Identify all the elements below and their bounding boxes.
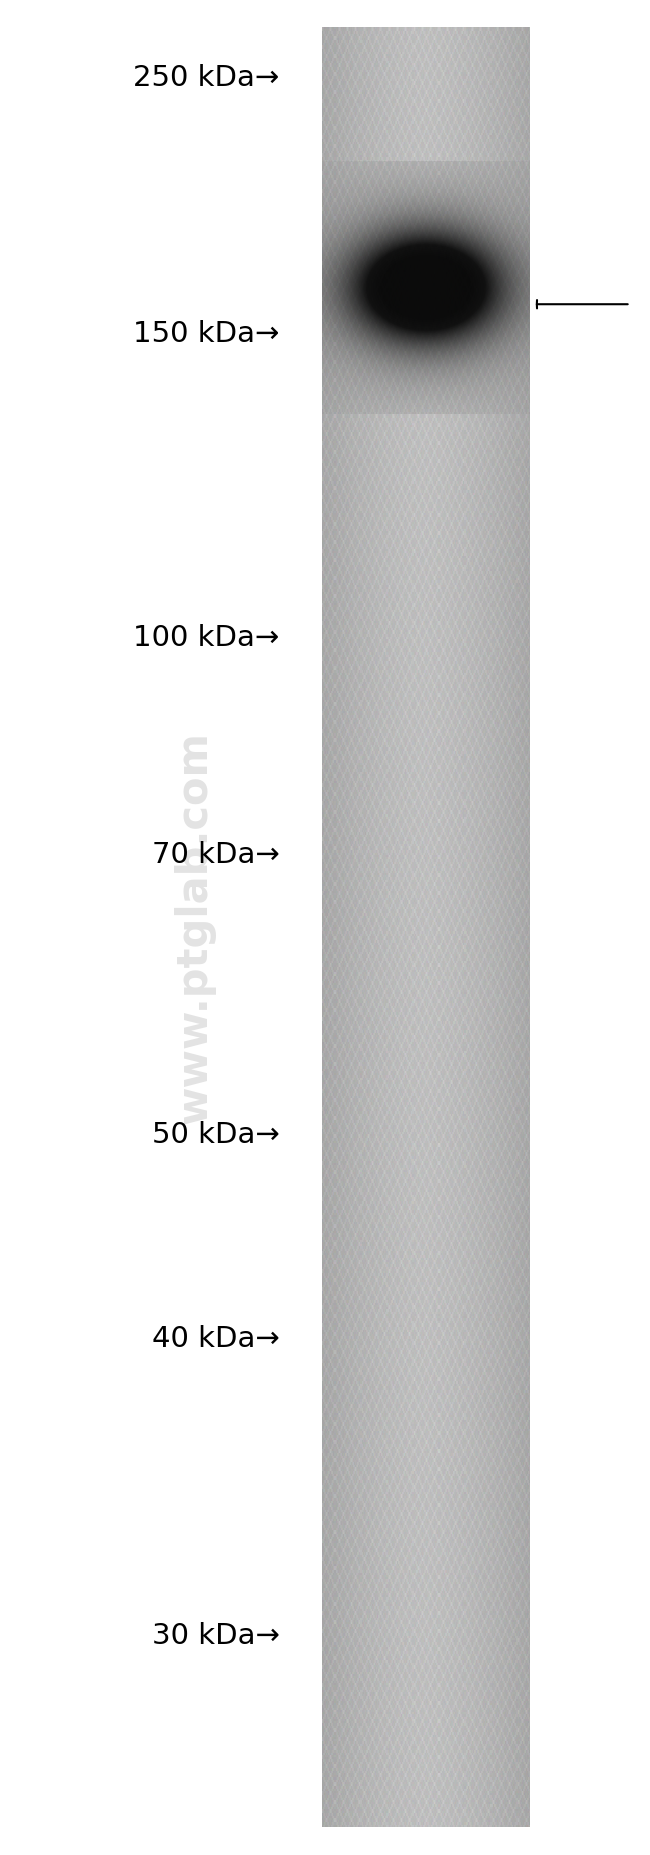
Text: 40 kDa→: 40 kDa→ — [151, 1324, 280, 1354]
Text: 70 kDa→: 70 kDa→ — [151, 840, 280, 870]
Text: 30 kDa→: 30 kDa→ — [151, 1621, 280, 1651]
Text: 150 kDa→: 150 kDa→ — [133, 319, 280, 349]
Text: 250 kDa→: 250 kDa→ — [133, 63, 280, 93]
Text: 50 kDa→: 50 kDa→ — [151, 1120, 280, 1150]
Text: www.ptglab.com: www.ptglab.com — [174, 731, 216, 1124]
Text: 100 kDa→: 100 kDa→ — [133, 623, 280, 653]
